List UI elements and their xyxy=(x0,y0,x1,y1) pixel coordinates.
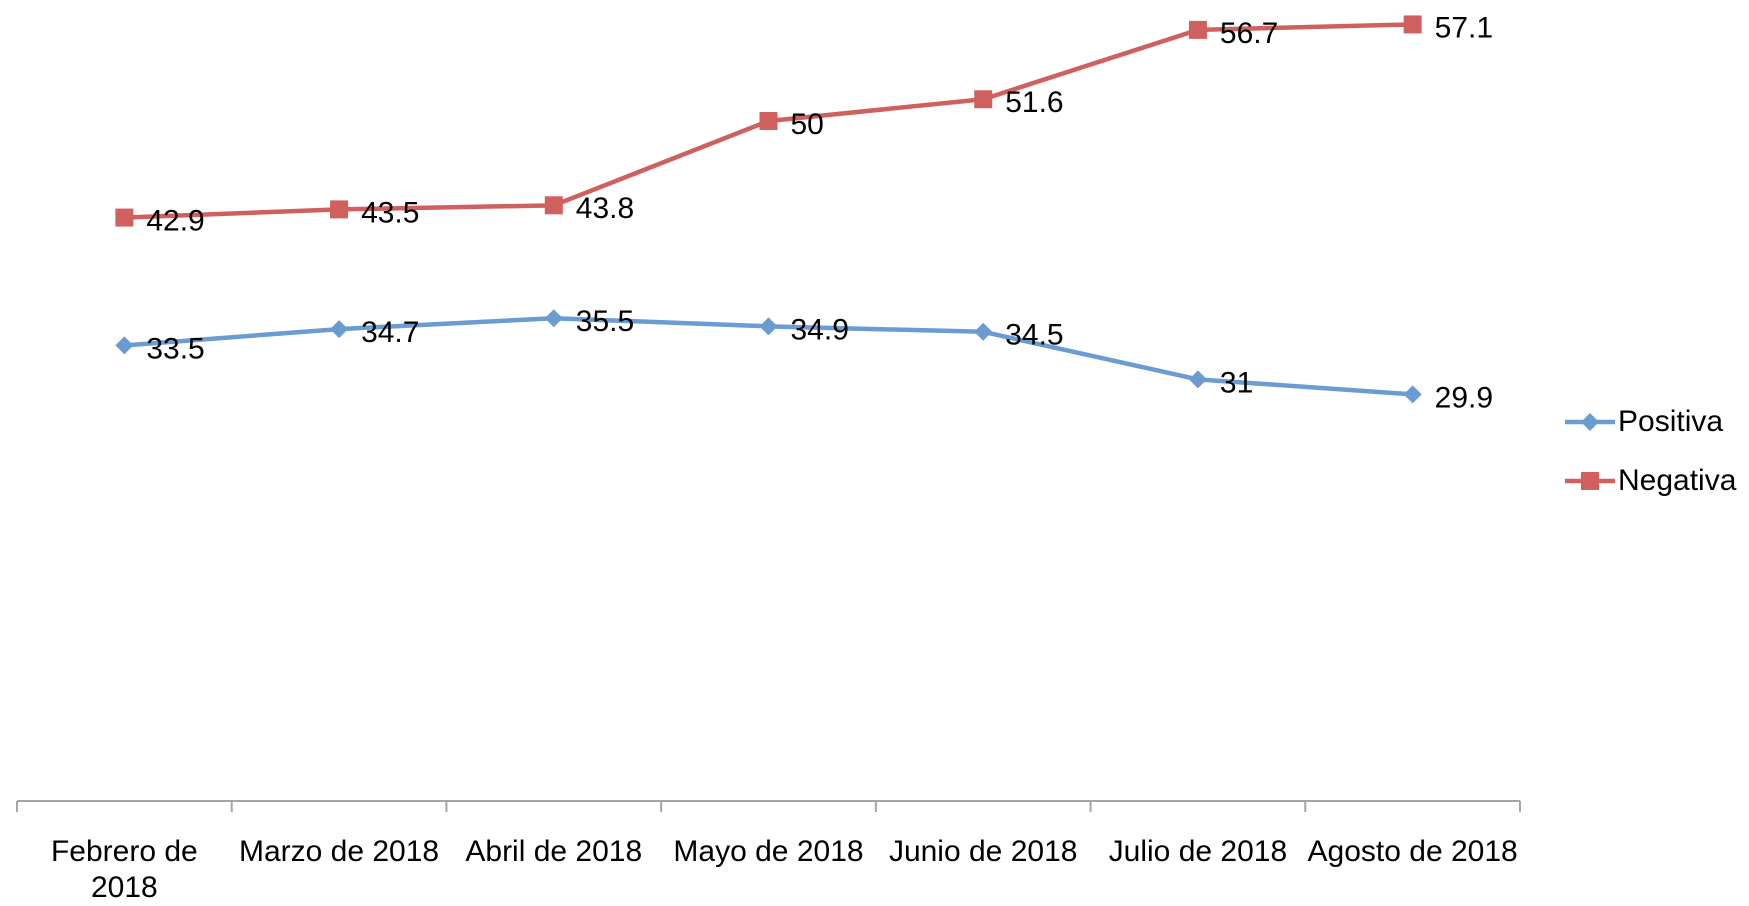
marker xyxy=(1581,472,1599,490)
marker xyxy=(544,309,563,328)
marker xyxy=(974,90,993,109)
data-label: 50 xyxy=(791,108,824,141)
data-label: 57.1 xyxy=(1435,11,1493,44)
data-label: 34.5 xyxy=(1005,319,1063,352)
marker xyxy=(330,320,349,339)
data-label: 33.5 xyxy=(146,332,204,365)
marker xyxy=(544,196,563,215)
marker xyxy=(1581,413,1599,431)
marker xyxy=(1188,370,1207,389)
data-label: 29.9 xyxy=(1435,381,1493,414)
legend-label: Negativa xyxy=(1618,464,1737,497)
data-label: 43.8 xyxy=(576,192,634,225)
data-label: 35.5 xyxy=(576,305,634,338)
marker xyxy=(330,200,349,219)
x-tick-label: Abril de 2018 xyxy=(465,835,643,868)
marker xyxy=(1403,385,1422,404)
data-label: 51.6 xyxy=(1005,86,1063,119)
data-label: 34.9 xyxy=(791,313,849,346)
legend-label: Positiva xyxy=(1618,405,1723,438)
x-tick-label: Febrero de 2018 xyxy=(50,835,198,904)
data-label: 34.7 xyxy=(361,316,419,349)
marker xyxy=(759,112,778,130)
x-tick-label: Mayo de 2018 xyxy=(673,835,864,868)
marker xyxy=(759,317,778,336)
x-tick-label: Junio de 2018 xyxy=(888,835,1078,868)
data-label: 56.7 xyxy=(1220,17,1278,50)
data-label: 31 xyxy=(1220,366,1253,399)
marker xyxy=(1188,20,1207,39)
marker xyxy=(974,322,993,341)
marker xyxy=(1403,15,1422,34)
marker xyxy=(115,208,134,227)
data-label: 43.5 xyxy=(361,196,419,229)
data-label: 42.9 xyxy=(146,204,204,237)
x-tick-label: Julio de 2018 xyxy=(1108,835,1288,868)
marker xyxy=(115,336,134,355)
x-tick-label: Marzo de 2018 xyxy=(238,835,440,868)
x-tick-label: Agosto de 2018 xyxy=(1307,835,1518,868)
